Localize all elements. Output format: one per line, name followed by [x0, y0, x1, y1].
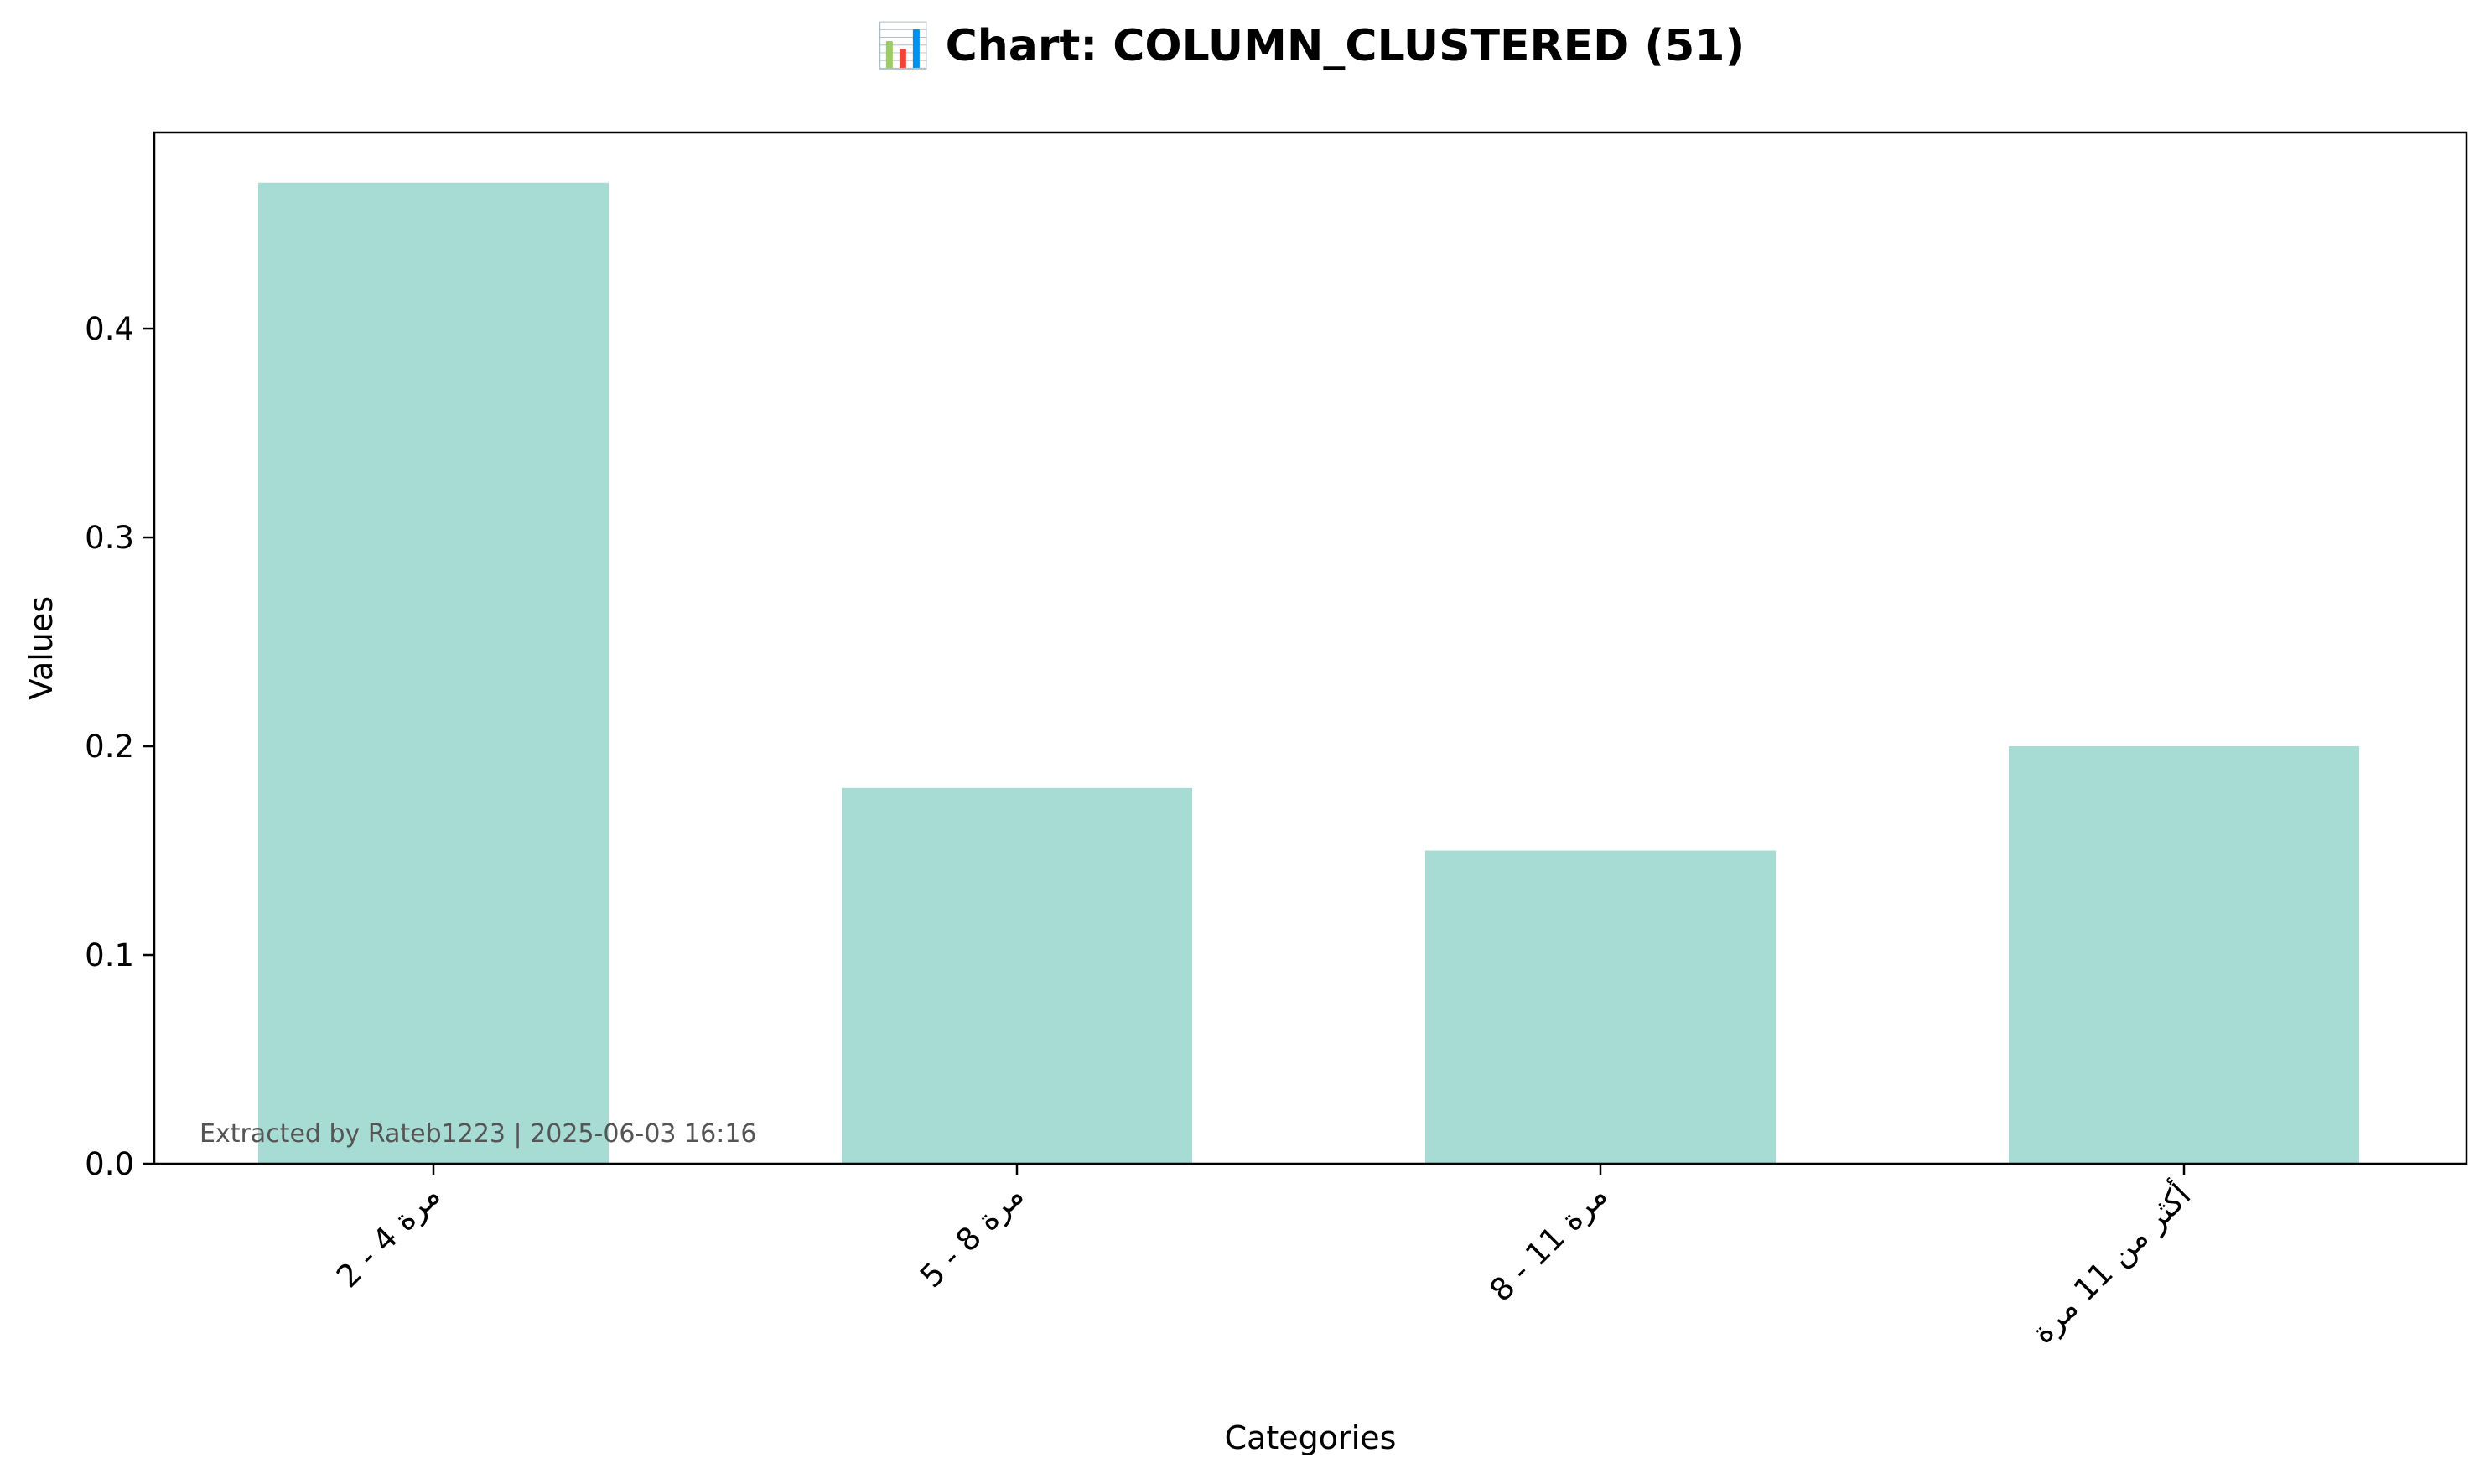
x-tick-label: أكثر من 11 مرة — [2022, 1175, 2197, 1351]
x-tick-label: 5 - 8 مرة — [913, 1177, 1030, 1295]
y-tick-label: 0.0 — [85, 1146, 134, 1182]
bar — [2009, 746, 2359, 1164]
y-tick-label: 0.2 — [85, 729, 134, 765]
watermark-annotation: Extracted by Rateb1223 | 2025-06-03 16:1… — [200, 1119, 757, 1149]
y-tick-label: 0.4 — [85, 311, 134, 347]
bar — [258, 182, 609, 1164]
y-tick-label: 0.3 — [85, 520, 134, 556]
y-axis: 0.0 0.1 0.2 0.3 0.4 — [85, 311, 154, 1182]
x-tick-label: 2 - 4 مرة — [329, 1177, 447, 1295]
x-axis: 2 - 4 مرة 5 - 8 مرة 8 - 11 مرة أكثر من 11 م… — [329, 1164, 2197, 1351]
chart-title: 📊 Chart: COLUMN_CLUSTERED (51) — [876, 20, 1746, 71]
x-tick-label: 8 - 11 مرة — [1482, 1177, 1614, 1309]
bars-group — [258, 182, 2359, 1164]
y-tick-label: 0.1 — [85, 937, 134, 973]
bar — [1425, 850, 1776, 1164]
plot-frame — [153, 131, 2468, 1165]
bar — [842, 787, 1192, 1164]
x-axis-label: Categories — [1225, 1419, 1397, 1456]
y-axis-label: Values — [23, 596, 60, 700]
